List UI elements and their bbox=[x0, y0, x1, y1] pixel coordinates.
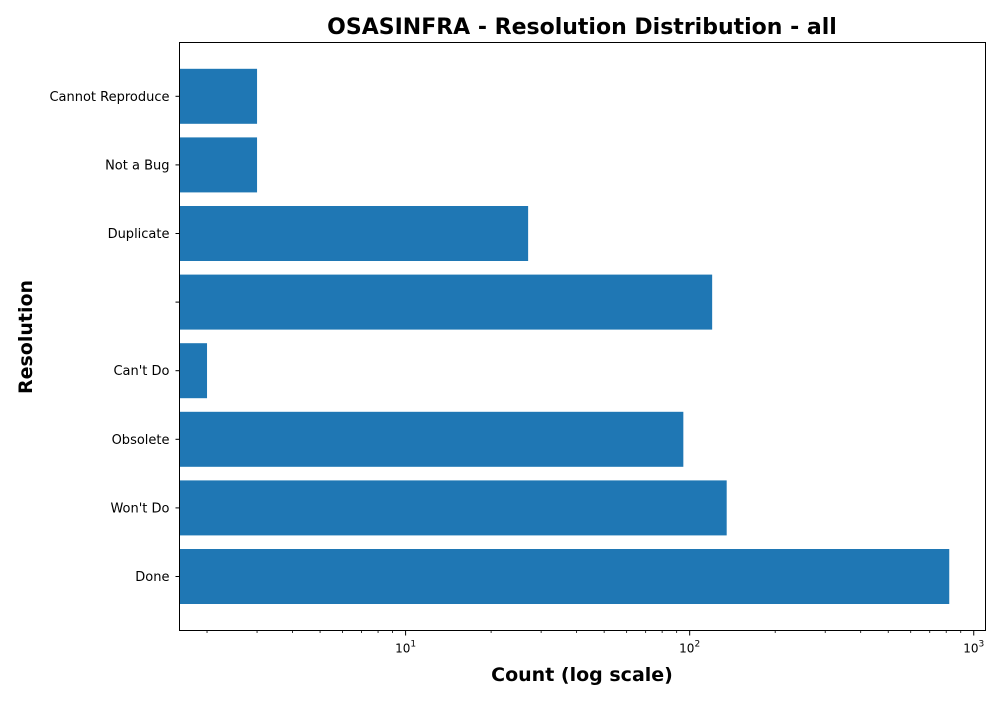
y-tick-label: Not a Bug bbox=[105, 158, 169, 173]
y-axis-ticks: Done Won't Do Obsolete Can't Do Duplicate Not… bbox=[49, 90, 180, 585]
x-tick-label: 101 bbox=[395, 640, 416, 656]
y-tick-label: Duplicate bbox=[108, 227, 170, 242]
bar-unlabeled bbox=[179, 274, 713, 330]
y-tick-label: Done bbox=[135, 570, 169, 585]
bars-group bbox=[179, 68, 950, 604]
y-axis-label: Resolution bbox=[15, 280, 37, 394]
y-tick-label: Cannot Reproduce bbox=[49, 90, 169, 105]
y-tick-label: Obsolete bbox=[112, 433, 170, 448]
x-tick-label: 103 bbox=[963, 640, 984, 656]
bar-duplicate bbox=[179, 206, 529, 261]
plot-frame bbox=[179, 42, 986, 631]
bar-done bbox=[179, 549, 950, 604]
x-tick-label: 102 bbox=[679, 640, 700, 656]
chart-title: OSASINFRA - Resolution Distribution - al… bbox=[327, 15, 837, 40]
y-tick-label: Won't Do bbox=[110, 501, 169, 516]
bar-can-t-do bbox=[179, 343, 208, 399]
x-axis-ticks: 101 102 103 bbox=[206, 630, 984, 656]
bar-won-t-do bbox=[179, 480, 727, 536]
x-axis-label: Count (log scale) bbox=[491, 664, 673, 686]
bar-not-a-bug bbox=[179, 137, 258, 193]
y-tick-label: Can't Do bbox=[113, 364, 169, 379]
bar-obsolete bbox=[179, 411, 684, 467]
bar-cannot-reproduce bbox=[179, 68, 258, 124]
